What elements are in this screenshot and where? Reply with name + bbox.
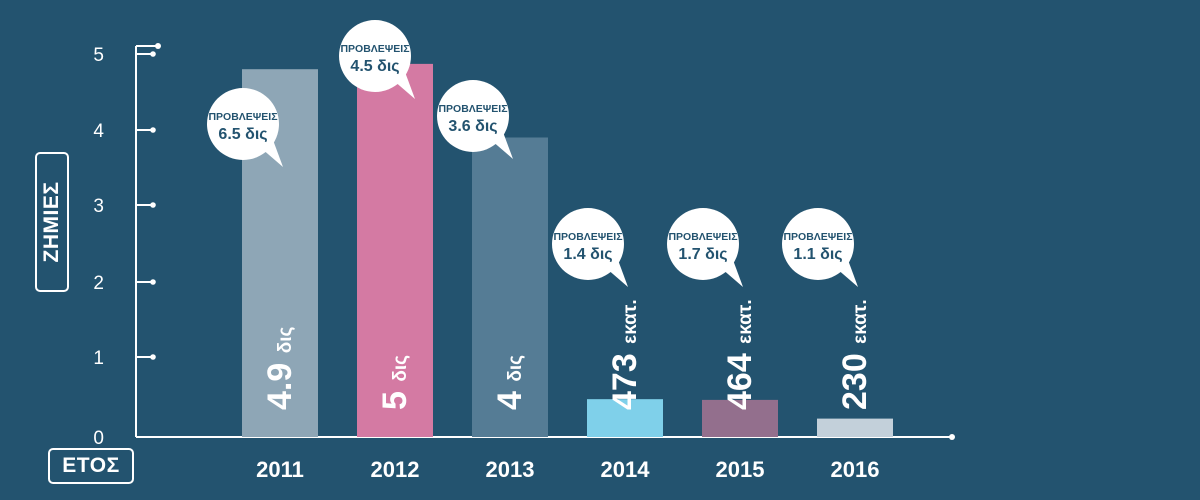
bar-value-unit: εκατ.: [850, 299, 871, 343]
bar-value-number: 5: [376, 382, 414, 410]
bar: [702, 399, 778, 437]
y-tick-label: 3: [93, 196, 104, 217]
bubble-title: ΠΡΟΒΛΕΨΕΙΣ: [438, 103, 507, 115]
bar-value-label: 4 δις: [491, 355, 529, 410]
bubble-title: ΠΡΟΒΛΕΨΕΙΣ: [668, 231, 737, 243]
forecast-bubble: ΠΡΟΒΛΕΨΕΙΣ 1.1 δις: [782, 208, 858, 287]
x-tick-label: 2014: [601, 457, 651, 482]
y-tick-label: 5: [93, 45, 104, 66]
bubble-value: 4.5 δις: [350, 58, 399, 75]
bar-value-unit: δις: [505, 355, 526, 382]
bubble-circle: [437, 80, 509, 152]
bar-value-unit: εκατ.: [620, 299, 641, 343]
y-tick-dot: [150, 127, 156, 133]
bar: [587, 399, 663, 437]
x-tick-label: 2015: [716, 457, 765, 482]
bar-value-number: 4: [491, 382, 529, 410]
forecast-bubble: ΠΡΟΒΛΕΨΕΙΣ 1.4 δις: [552, 208, 628, 287]
x-tick-label: 2016: [831, 457, 880, 482]
bar-value-label: 4.9 δις: [261, 326, 299, 410]
y-axis-end-dot: [155, 43, 161, 49]
y-tick-label: 0: [93, 428, 104, 449]
bubble-title: ΠΡΟΒΛΕΨΕΙΣ: [553, 231, 622, 243]
y-tick-dot: [150, 202, 156, 208]
forecast-bubble: ΠΡΟΒΛΕΨΕΙΣ 6.5 δις: [207, 88, 283, 167]
bubble-value: 3.6 δις: [448, 118, 497, 135]
bubble-circle: [339, 20, 411, 92]
bar-value-number: 473: [606, 344, 644, 410]
bar-value-label: 230 εκατ.: [836, 299, 874, 410]
x-axis-label-box: ΕΤΟΣ: [48, 448, 134, 484]
forecast-bubble: ΠΡΟΒΛΕΨΕΙΣ 3.6 δις: [437, 80, 513, 159]
forecast-bubble: ΠΡΟΒΛΕΨΕΙΣ 1.7 δις: [667, 208, 743, 287]
bar-value-unit: εκατ.: [735, 299, 756, 343]
bubble-circle: [552, 208, 624, 280]
bar-value-number: 4.9: [261, 353, 299, 410]
bar: [472, 137, 548, 437]
y-tick-label: 1: [93, 348, 104, 369]
bar-value-label: 464 εκατ.: [721, 299, 759, 410]
bubble-value: 1.7 δις: [678, 246, 727, 263]
bar: [357, 63, 433, 437]
y-tick-dot: [150, 354, 156, 360]
x-axis-label: ΕΤΟΣ: [62, 454, 120, 477]
bubble-circle: [667, 208, 739, 280]
bubble-circle: [782, 208, 854, 280]
bar-value-label: 473 εκατ.: [606, 299, 644, 410]
bubble-value: 1.1 δις: [793, 246, 842, 263]
x-tick-label: 2012: [371, 457, 420, 482]
y-tick-label: 4: [93, 121, 104, 142]
y-tick-label: 2: [93, 273, 104, 294]
bubble-title: ΠΡΟΒΛΕΨΕΙΣ: [783, 231, 852, 243]
x-tick-label: 2011: [256, 457, 304, 482]
bubble-value: 1.4 δις: [563, 246, 612, 263]
bubble-circle: [207, 88, 279, 160]
x-tick-label: 2013: [486, 457, 535, 482]
bar-value-unit: δις: [390, 355, 411, 382]
x-axis-end-dot: [949, 434, 955, 440]
y-axis-label-box: ΖΗΜΙΕΣ: [35, 152, 69, 292]
y-tick-dot: [150, 51, 156, 57]
bar: [817, 418, 893, 437]
bar-value-number: 230: [836, 344, 874, 410]
bar-value-unit: δις: [275, 326, 296, 353]
y-axis-label: ΖΗΜΙΕΣ: [40, 181, 63, 263]
forecast-bubble: ΠΡΟΒΛΕΨΕΙΣ 4.5 δις: [339, 20, 415, 99]
bar-value-label: 5 δις: [376, 355, 414, 410]
bar-value-number: 464: [721, 344, 759, 410]
y-tick-dot: [150, 279, 156, 285]
bubble-title: ΠΡΟΒΛΕΨΕΙΣ: [208, 111, 277, 123]
bubble-title: ΠΡΟΒΛΕΨΕΙΣ: [340, 43, 409, 55]
bubble-value: 6.5 δις: [218, 126, 267, 143]
